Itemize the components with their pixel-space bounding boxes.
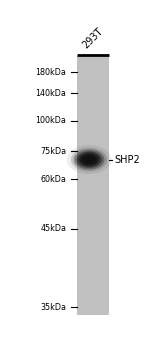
Text: 60kDa: 60kDa bbox=[40, 175, 66, 184]
Bar bbox=[77, 56, 110, 315]
Text: SHP2: SHP2 bbox=[114, 155, 140, 165]
Ellipse shape bbox=[67, 145, 111, 174]
Text: 293T: 293T bbox=[81, 26, 105, 50]
Ellipse shape bbox=[76, 152, 102, 168]
Text: 180kDa: 180kDa bbox=[36, 68, 66, 77]
Text: 75kDa: 75kDa bbox=[40, 147, 66, 156]
Ellipse shape bbox=[85, 157, 93, 162]
Ellipse shape bbox=[74, 150, 104, 170]
Text: 35kDa: 35kDa bbox=[40, 303, 66, 312]
Ellipse shape bbox=[71, 148, 107, 171]
Ellipse shape bbox=[82, 155, 96, 164]
Text: 140kDa: 140kDa bbox=[36, 89, 66, 98]
Ellipse shape bbox=[79, 153, 99, 166]
Text: 45kDa: 45kDa bbox=[40, 224, 66, 233]
Text: 100kDa: 100kDa bbox=[36, 116, 66, 125]
